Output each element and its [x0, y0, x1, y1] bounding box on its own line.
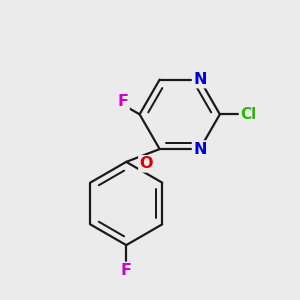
Text: N: N	[193, 72, 206, 87]
Text: F: F	[121, 263, 132, 278]
Text: Cl: Cl	[240, 107, 256, 122]
Text: N: N	[193, 142, 206, 157]
Text: F: F	[118, 94, 129, 109]
Text: O: O	[140, 156, 153, 171]
